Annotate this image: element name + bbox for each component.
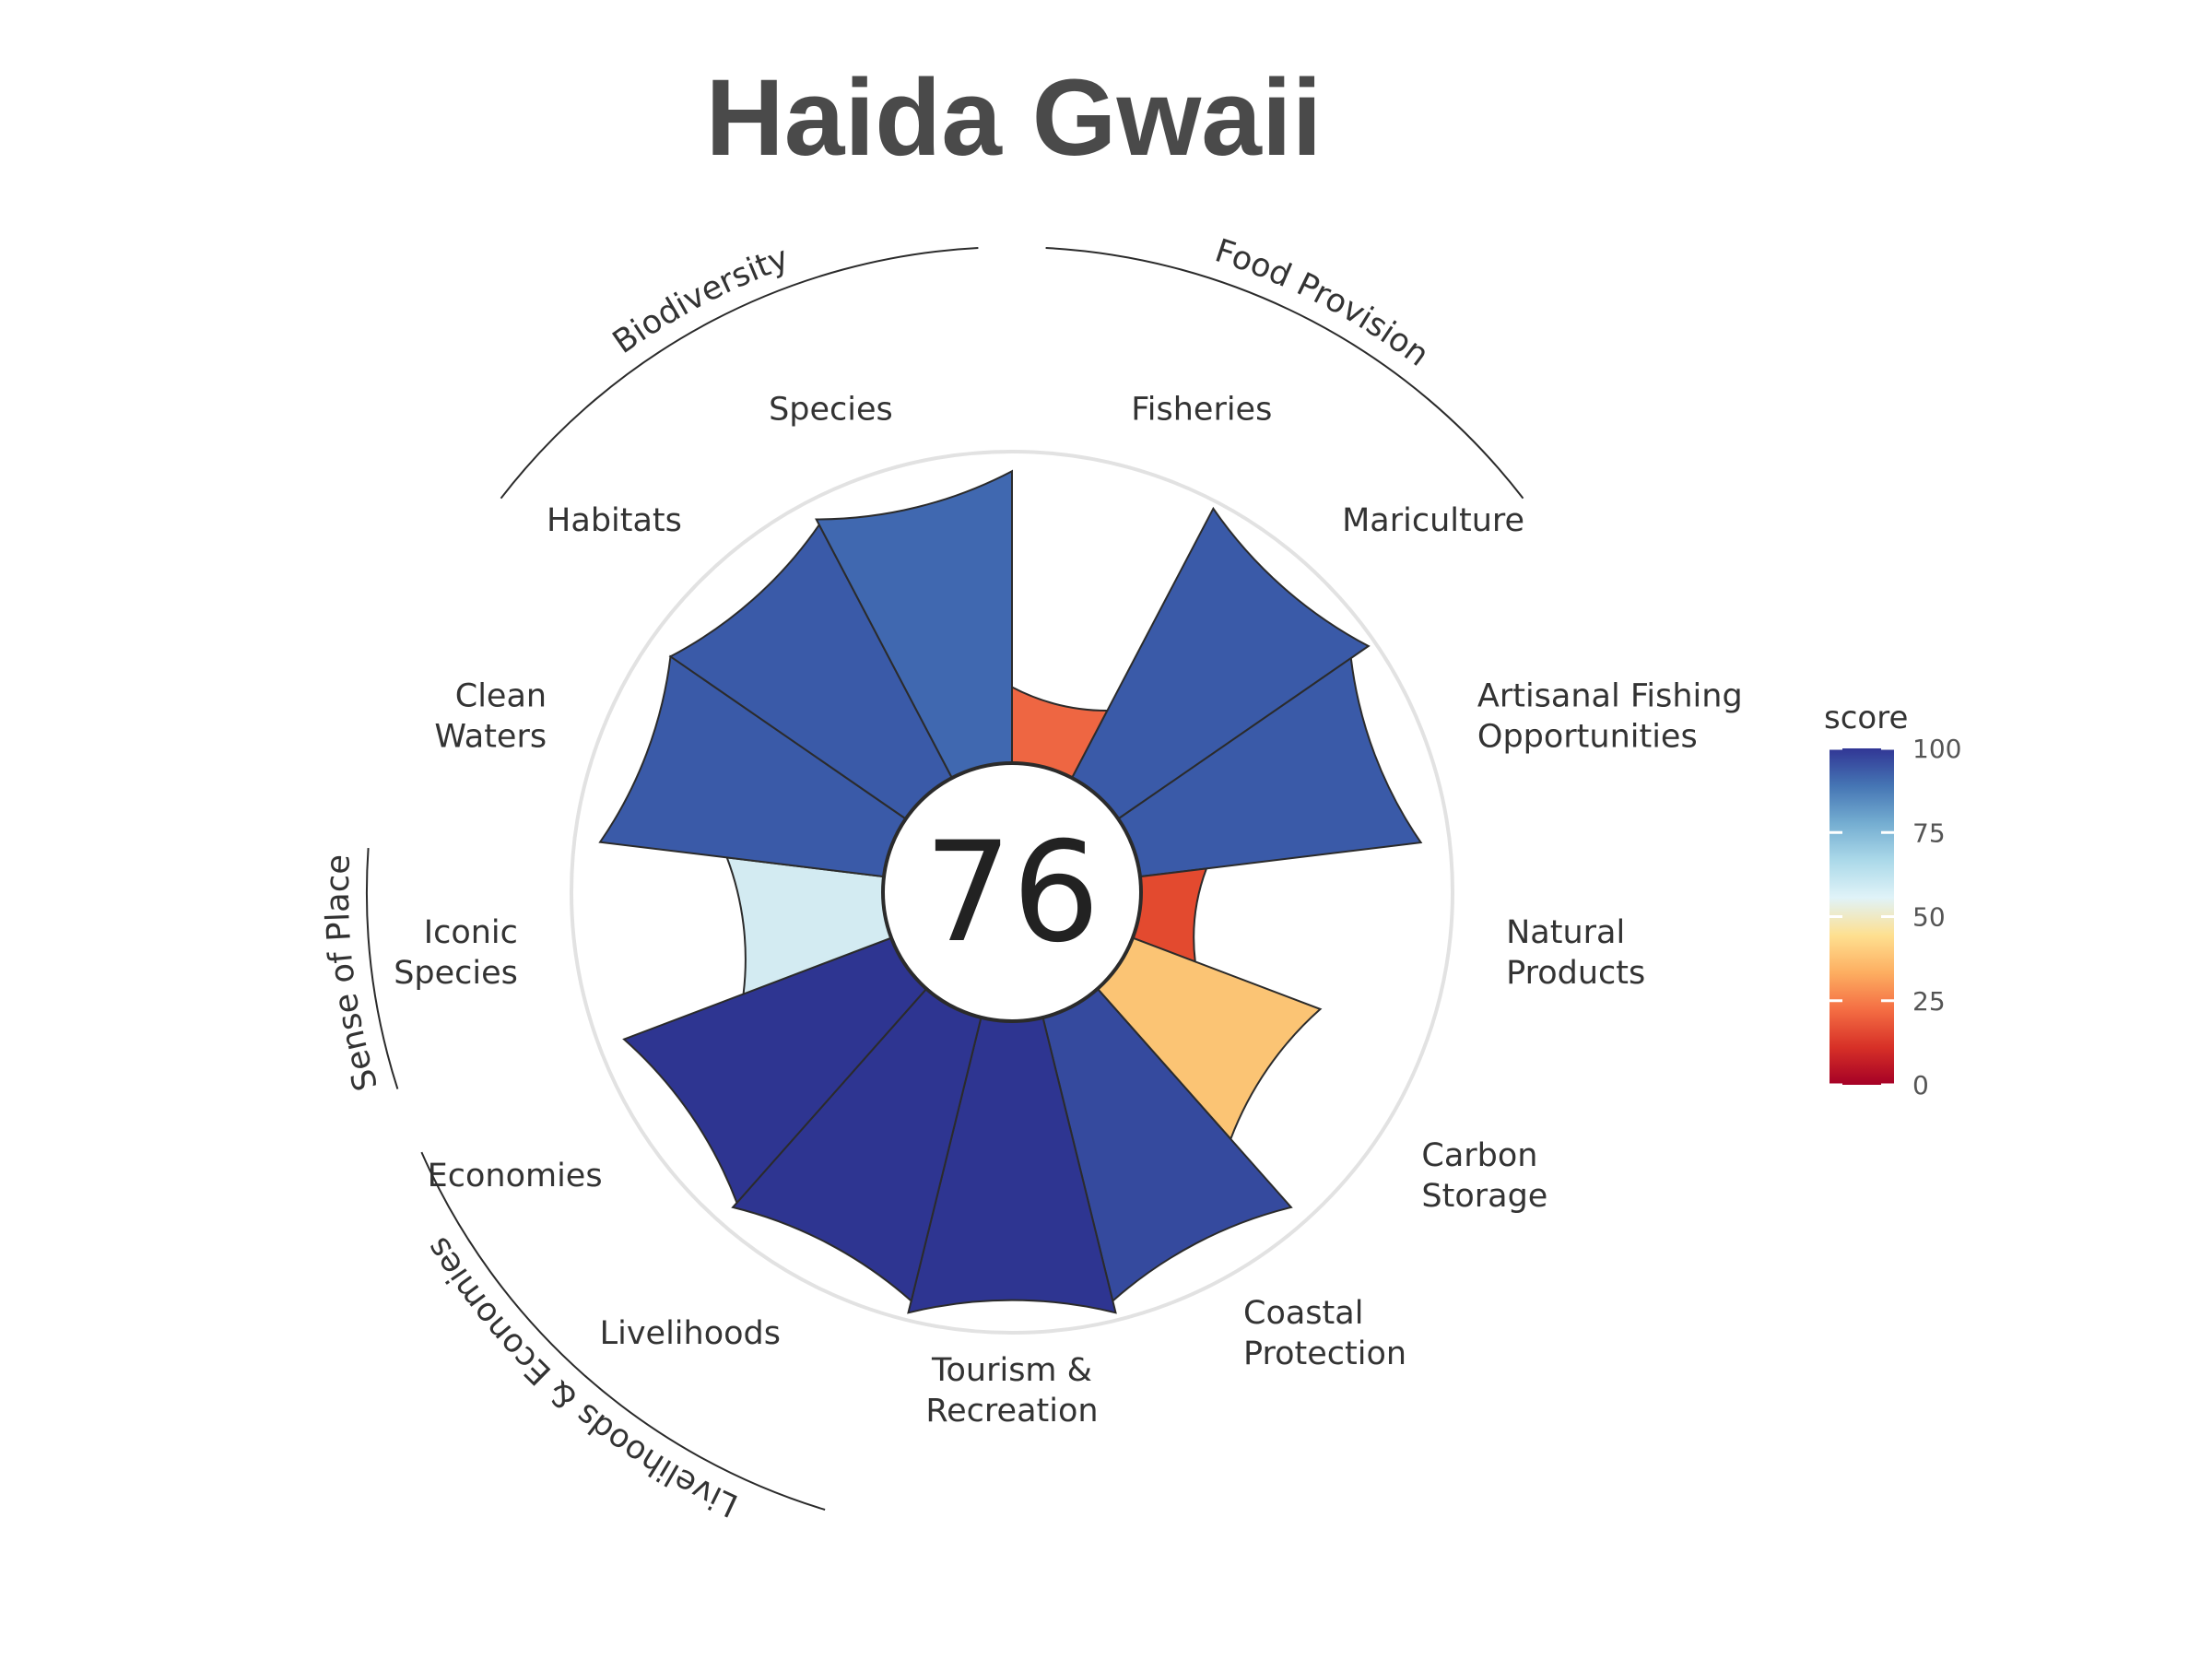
goal-label: Habitats [547, 502, 682, 539]
group-label: Livelihoods & Economies [419, 1230, 744, 1524]
goal-label: Artisanal Fishing Opportunities [1477, 678, 1743, 756]
group-label: Sense of Place [320, 853, 385, 1095]
goal-label: Livelihoods [600, 1315, 781, 1352]
goal-label: Carbon Storage [1421, 1137, 1547, 1215]
center-circle [881, 761, 1143, 1023]
legend-tick: 100 [1912, 734, 1961, 764]
goal-label: Mariculture [1342, 502, 1524, 539]
legend-tick: 25 [1912, 986, 1946, 1017]
group-label: Biodiversity [606, 240, 794, 361]
legend-title: score [1824, 700, 1908, 736]
legend-tick: 75 [1912, 818, 1946, 848]
center-score: 76 [924, 813, 1100, 973]
group-arc [420, 1151, 826, 1511]
group-arc [366, 848, 399, 1089]
group-arc [500, 247, 979, 500]
goal-label: Natural Products [1506, 914, 1645, 992]
goal-label: Tourism & Recreation [925, 1352, 1098, 1430]
goal-label: Fisheries [1131, 392, 1272, 429]
goal-label: Economies [428, 1158, 603, 1194]
legend-tick: 0 [1912, 1070, 1929, 1100]
outer-ring [570, 450, 1454, 1335]
group-label: Food Provision [1210, 232, 1435, 373]
goal-label: Iconic Species [394, 914, 518, 992]
goal-label: Coastal Protection [1243, 1295, 1406, 1372]
goal-label: Clean Waters [434, 678, 547, 756]
chart-title: Haida Gwaii [705, 57, 1323, 179]
legend-tick: 50 [1912, 902, 1946, 933]
goal-label: Species [769, 392, 893, 429]
group-arc [1045, 247, 1524, 500]
